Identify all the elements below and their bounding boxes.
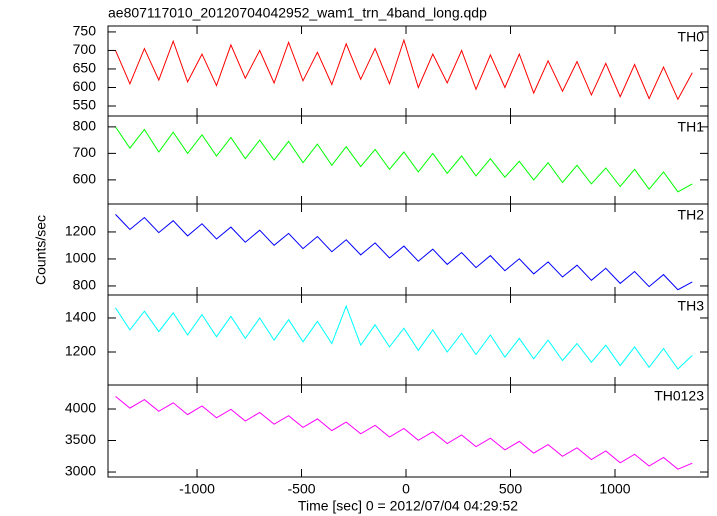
y-tick-label: 1400 [65, 309, 96, 325]
y-tick-label: 700 [73, 144, 97, 160]
y-tick-label: 3500 [65, 431, 96, 447]
x-tick-label: 1000 [599, 481, 630, 497]
data-line [115, 38, 693, 101]
y-axis-label: Counts/sec [33, 215, 49, 285]
panel-frame [107, 115, 709, 205]
y-tick-label: 3000 [65, 463, 96, 479]
panel-frame [107, 25, 709, 117]
y-tick-label: 700 [73, 41, 97, 57]
y-tick-label: 550 [73, 97, 97, 113]
data-line [115, 126, 693, 193]
y-tick-label: 600 [73, 78, 97, 94]
panel-frame [107, 384, 709, 478]
panel-label: TH2 [678, 207, 705, 223]
panel-label: TH0123 [654, 388, 704, 404]
y-tick-label: 4000 [65, 400, 96, 416]
y-tick-label: 750 [73, 23, 97, 39]
y-tick-label: 800 [73, 277, 97, 293]
x-tick-label: -1000 [179, 481, 215, 497]
y-tick-label: 600 [73, 171, 97, 187]
data-line [115, 214, 693, 291]
y-tick-label: 1000 [65, 250, 96, 266]
y-tick-label: 650 [73, 60, 97, 76]
x-tick-label: -500 [288, 481, 316, 497]
y-tick-label: 1200 [65, 343, 96, 359]
panel-label: TH0 [678, 29, 705, 45]
x-axis-label: Time [sec] 0 = 2012/07/04 04:29:52 [298, 498, 518, 514]
chart-title: ae807117010_20120704042952_wam1_trn_4ban… [108, 5, 487, 21]
x-tick-label: 0 [402, 481, 410, 497]
data-line [115, 304, 693, 370]
panel-label: TH1 [678, 119, 705, 135]
panel-label: TH3 [678, 298, 705, 314]
data-line [115, 396, 693, 470]
y-tick-label: 800 [73, 118, 97, 134]
panel-frame [107, 294, 709, 386]
y-tick-label: 1200 [65, 223, 96, 239]
x-tick-label: 500 [499, 481, 523, 497]
